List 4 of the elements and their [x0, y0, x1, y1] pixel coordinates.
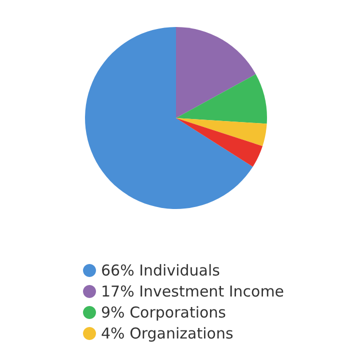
legend-label: 4% Organizations — [101, 324, 234, 342]
legend-label: 9% Corporations — [101, 304, 226, 322]
legend-label: 66% Individuals — [101, 262, 220, 280]
legend-label: 17% Investment Income — [101, 282, 284, 300]
